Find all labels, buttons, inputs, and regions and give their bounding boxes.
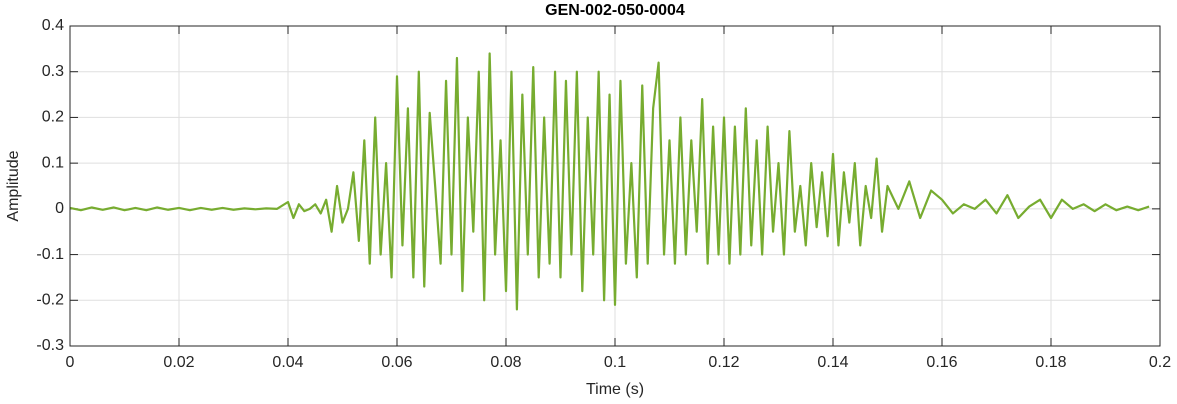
- x-tick-label: 0.2: [1149, 354, 1171, 371]
- x-tick-label: 0.1: [604, 354, 626, 371]
- x-tick-label: 0.04: [272, 354, 303, 371]
- y-tick-label: 0.2: [42, 109, 64, 126]
- y-tick-label: -0.1: [36, 246, 64, 263]
- x-tick-label: 0: [66, 354, 75, 371]
- x-tick-label: 0.02: [163, 354, 194, 371]
- chart-title: GEN-002-050-0004: [545, 2, 685, 19]
- x-tick-label: 0.12: [708, 354, 739, 371]
- y-tick-label: -0.3: [36, 337, 64, 354]
- x-tick-label: 0.18: [1035, 354, 1066, 371]
- y-axis-label: Amplitude: [5, 150, 22, 221]
- axes-box: [69, 25, 1161, 347]
- x-axis-label: Time (s): [586, 381, 644, 398]
- x-tick-label: 0.16: [926, 354, 957, 371]
- x-tick-label: 0.06: [381, 354, 412, 371]
- y-tick-label: 0: [55, 200, 64, 217]
- y-tick-label: 0.3: [42, 63, 64, 80]
- x-tick-label: 0.14: [817, 354, 848, 371]
- waveform-line: [69, 52, 1150, 311]
- y-tick-label: 0.4: [42, 17, 64, 34]
- x-tick-label: 0.08: [490, 354, 521, 371]
- y-tick-label: -0.2: [36, 292, 64, 309]
- y-tick-label: 0.1: [42, 154, 64, 171]
